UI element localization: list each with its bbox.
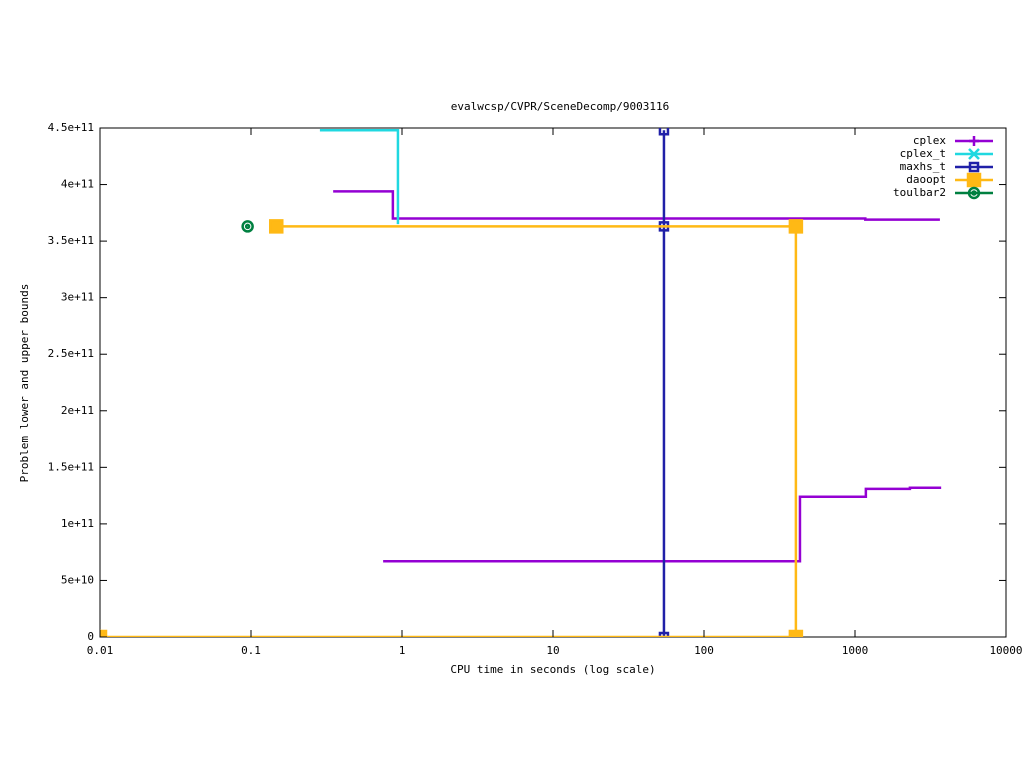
y-tick-label: 5e+10 <box>61 573 94 586</box>
legend-label: cplex_t <box>900 147 946 160</box>
x-axis-label: CPU time in seconds (log scale) <box>450 663 655 676</box>
x-tick-label: 1000 <box>842 644 869 657</box>
marker <box>100 629 108 637</box>
y-tick-label: 4.5e+11 <box>48 121 94 134</box>
marker <box>658 128 670 136</box>
x-tick-label: 10000 <box>989 644 1022 657</box>
marker <box>788 629 804 637</box>
y-axis-label: Problem lower and upper bounds <box>18 284 31 483</box>
y-tick-label: 2.5e+11 <box>48 347 94 360</box>
marker <box>967 186 981 200</box>
x-tick-label: 100 <box>694 644 714 657</box>
series-line <box>100 225 798 637</box>
y-tick-label: 1e+11 <box>61 517 94 530</box>
marker <box>788 219 804 234</box>
y-tick-label: 0 <box>87 630 94 643</box>
marker <box>968 161 980 173</box>
legend-label: maxhs_t <box>900 160 946 173</box>
x-tick-label: 1 <box>399 644 406 657</box>
series-line <box>333 190 942 563</box>
marker <box>968 148 980 160</box>
series-line <box>319 129 400 225</box>
marker <box>241 220 254 233</box>
marker <box>658 631 670 637</box>
legend-label: toulbar2 <box>893 186 946 199</box>
x-tick-label: 0.1 <box>241 644 261 657</box>
legend-label: cplex <box>913 134 946 147</box>
marker <box>966 172 982 188</box>
y-tick-label: 4e+11 <box>61 178 94 191</box>
marker <box>658 221 670 232</box>
x-tick-label: 0.01 <box>87 644 114 657</box>
marker <box>969 136 979 146</box>
plot-area <box>100 128 942 637</box>
y-tick-label: 1.5e+11 <box>48 460 94 473</box>
x-tick-label: 10 <box>546 644 559 657</box>
y-tick-label: 2e+11 <box>61 404 94 417</box>
marker <box>269 219 284 234</box>
chart-title: evalwcsp/CVPR/SceneDecomp/9003116 <box>451 100 670 113</box>
legend-label: daoopt <box>906 173 946 186</box>
y-tick-label: 3e+11 <box>61 291 94 304</box>
y-tick-label: 3.5e+11 <box>48 234 94 247</box>
